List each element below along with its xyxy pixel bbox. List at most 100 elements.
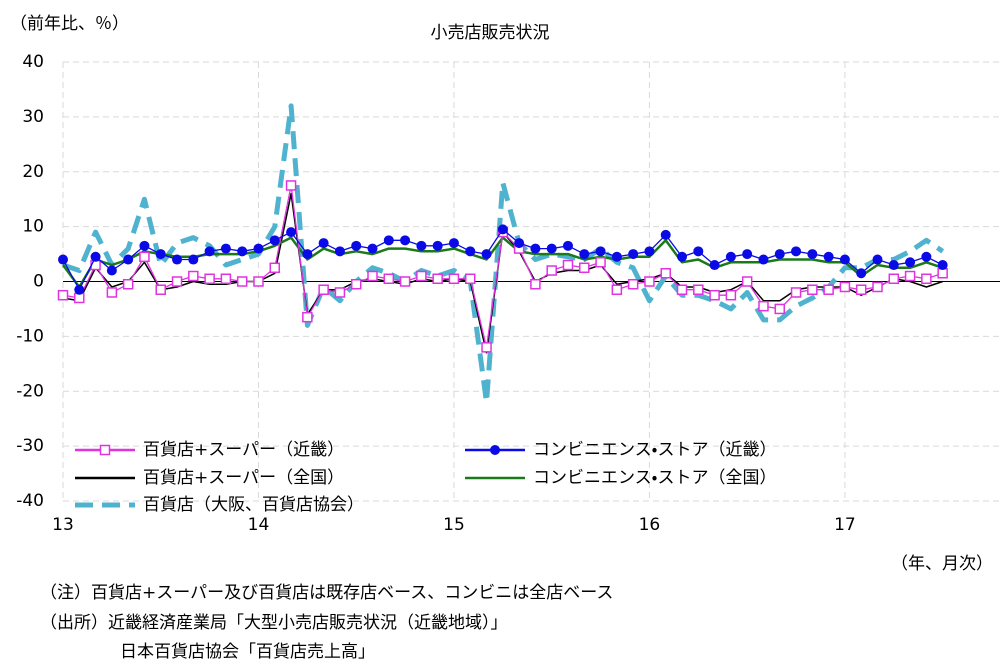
marker: [921, 273, 932, 285]
marker: [758, 300, 769, 312]
marker: [742, 249, 753, 260]
marker: [286, 227, 297, 238]
marker: [627, 278, 639, 290]
x-tick-label: 15: [443, 515, 465, 535]
marker: [172, 254, 183, 265]
y-tick-label: 20: [22, 162, 44, 182]
marker: [644, 276, 655, 287]
series: [58, 224, 948, 295]
marker: [400, 235, 411, 246]
y-tick-label: 10: [22, 217, 44, 237]
marker: [106, 287, 118, 298]
x-tick-label: 17: [834, 515, 856, 535]
marker: [774, 249, 785, 260]
marker: [123, 254, 134, 265]
marker: [595, 257, 606, 268]
x-tick-label: 13: [52, 515, 74, 535]
marker: [383, 273, 395, 285]
marker: [432, 240, 443, 251]
marker: [905, 257, 916, 268]
legend-marker: [99, 444, 111, 456]
marker: [432, 273, 443, 285]
marker: [481, 249, 492, 260]
marker: [611, 284, 623, 295]
marker: [302, 249, 313, 260]
marker: [725, 251, 736, 262]
marker: [350, 278, 362, 290]
marker: [791, 246, 802, 257]
y-tick-label: 40: [22, 52, 44, 72]
marker: [562, 259, 574, 271]
marker: [58, 254, 68, 265]
marker: [660, 229, 671, 240]
marker: [416, 240, 427, 251]
marker: [856, 268, 867, 279]
y-tick-label: 30: [22, 107, 44, 127]
marker: [155, 249, 166, 260]
marker: [660, 268, 671, 279]
marker: [514, 238, 525, 249]
marker: [839, 281, 851, 293]
series-line: [62, 184, 943, 349]
marker: [367, 243, 378, 254]
marker: [399, 276, 411, 287]
marker: [465, 273, 476, 285]
marker: [546, 243, 557, 254]
marker: [497, 224, 508, 235]
marker: [139, 251, 150, 263]
marker: [595, 246, 606, 257]
marker: [253, 243, 264, 254]
y-tick-label: -30: [16, 436, 44, 456]
marker: [904, 270, 916, 282]
legend-item: 百貨店+スーパー（全国）: [75, 468, 344, 488]
marker: [693, 284, 704, 295]
marker: [171, 276, 183, 287]
marker: [90, 251, 101, 262]
marker: [285, 180, 297, 191]
marker: [269, 262, 281, 274]
legend-label: 百貨店（大阪、百貨店協会）: [143, 495, 364, 515]
marker: [334, 287, 346, 298]
marker: [709, 289, 720, 301]
marker: [188, 270, 199, 282]
marker: [204, 273, 215, 285]
marker: [741, 276, 753, 287]
marker: [546, 265, 557, 276]
marker: [921, 251, 932, 262]
marker: [823, 251, 834, 262]
marker: [318, 238, 329, 249]
marker: [448, 273, 460, 285]
marker: [725, 289, 737, 301]
marker: [888, 273, 900, 285]
legend-label: 百貨店+スーパー（全国）: [143, 468, 344, 488]
marker: [562, 240, 573, 251]
x-axis-label: （年、月次）: [891, 554, 993, 574]
marker: [383, 235, 394, 246]
legend-item: コンビニエンス・ストア（近畿）: [465, 440, 776, 460]
marker: [220, 273, 232, 285]
y-tick-label: -40: [16, 491, 44, 511]
y-axis-label: （前年比、％）: [10, 14, 129, 34]
y-tick-label: 0: [33, 272, 44, 292]
marker: [677, 251, 688, 262]
marker: [269, 235, 280, 246]
marker: [74, 284, 85, 295]
chart-title: 小売店販売状況: [431, 23, 550, 43]
note: （注）百貨店+スーパー及び百貨店は既存店ベース、コンビニは全店ベース: [40, 583, 613, 603]
marker: [855, 284, 867, 295]
marker: [676, 284, 688, 295]
note: （出所）近畿経済産業局「大型小売店販売状況（近畿地域）」: [40, 613, 508, 633]
x-tick-label: 16: [639, 515, 661, 535]
marker: [122, 278, 134, 290]
marker: [937, 268, 948, 279]
marker: [872, 281, 883, 293]
marker: [367, 270, 378, 282]
note: 日本百貨店協会「百貨店売上高」: [120, 642, 375, 662]
legend-label: コンビニエンス・ストア（近畿）: [533, 440, 776, 460]
marker: [579, 262, 590, 274]
marker: [644, 246, 655, 257]
marker: [139, 240, 150, 251]
marker: [334, 246, 345, 257]
